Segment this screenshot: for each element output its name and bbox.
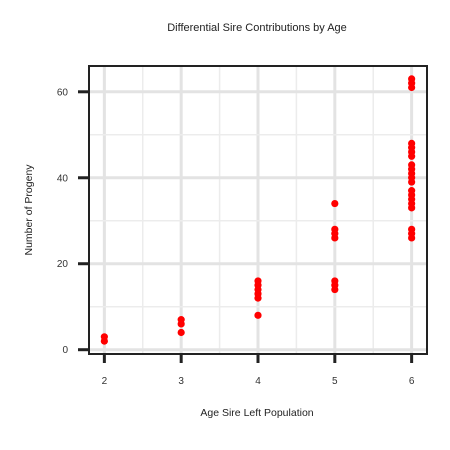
data-point <box>408 161 416 169</box>
y-tick-label: 60 <box>57 87 69 98</box>
x-tick-label: 6 <box>409 376 415 387</box>
chart-title: Differential Sire Contributions by Age <box>167 22 347 34</box>
data-point <box>331 199 339 208</box>
data-point <box>331 225 339 233</box>
data-point <box>408 225 416 233</box>
data-point <box>408 139 416 147</box>
data-point <box>408 187 416 195</box>
x-tick-label: 3 <box>178 376 184 387</box>
data-point <box>408 75 416 83</box>
x-tick-label: 2 <box>102 376 108 387</box>
data-points <box>100 75 416 345</box>
y-tick-label: 0 <box>62 345 68 356</box>
y-axis-label: Number of Progeny <box>23 164 35 256</box>
x-tick-label: 5 <box>332 376 338 387</box>
x-tick-label: 4 <box>255 376 261 387</box>
y-tick-label: 40 <box>57 173 69 184</box>
grid-lines <box>89 66 427 354</box>
data-point <box>177 328 185 337</box>
data-point <box>177 316 185 324</box>
y-tick-label: 20 <box>57 259 69 270</box>
x-axis-label: Age Sire Left Population <box>200 407 313 419</box>
data-point <box>254 311 262 319</box>
data-point <box>254 277 262 285</box>
data-point <box>331 277 339 285</box>
data-point <box>100 333 108 341</box>
